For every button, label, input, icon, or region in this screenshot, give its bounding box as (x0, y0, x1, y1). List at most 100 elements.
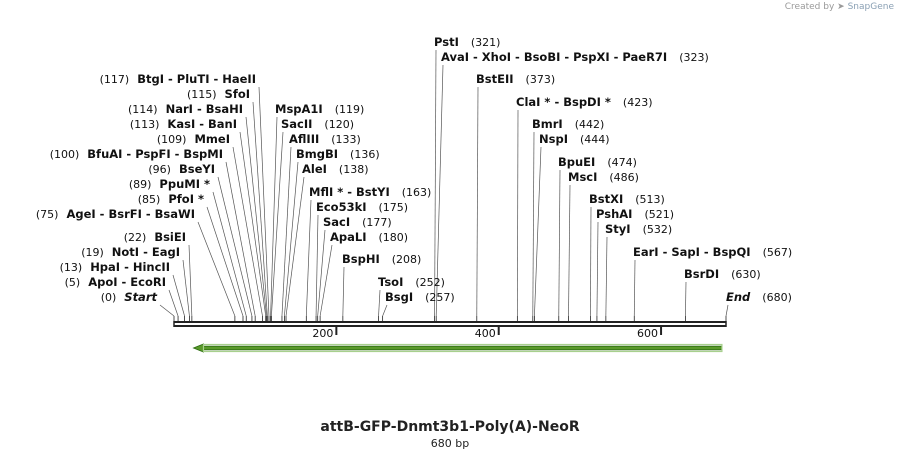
site-label: BsgI (385, 290, 413, 304)
site-position: (114) (128, 103, 158, 116)
site-label: SacII (281, 117, 312, 131)
site-position: (373) (526, 73, 556, 86)
leader-line (590, 206, 592, 317)
site-label: AflIII (289, 132, 319, 146)
leader-line (532, 131, 535, 317)
site-label: SacI (323, 215, 350, 229)
leader-line (159, 304, 175, 317)
site-label: MscI (568, 170, 597, 184)
leader-line (378, 289, 381, 317)
site-label: AvaI - XhoI - BsoBI - PspXI - PaeR7I (441, 50, 667, 64)
leader-line (605, 236, 608, 317)
site-position: (138) (339, 163, 369, 176)
site-label: ApoI - EcoRI (88, 275, 166, 289)
leader-line (382, 304, 388, 317)
leader-line (239, 131, 267, 317)
site-label: KasI - BanI (167, 117, 237, 131)
leader-line (217, 176, 253, 317)
site-label: BsrDI (684, 267, 719, 281)
leader-line (558, 169, 561, 317)
site-label: PfoI * (168, 192, 204, 206)
site-label: Eco53kI (316, 200, 367, 214)
leader-line (270, 116, 278, 317)
leader-line (245, 116, 267, 317)
site-label: ClaI * - BspDI * (516, 95, 611, 109)
feature-arrow-highlight (202, 343, 723, 353)
leader-line (319, 244, 333, 317)
site-label: AgeI - BsrFI - BsaWI (66, 207, 195, 221)
site-position: (474) (607, 156, 637, 169)
site-label: MspA1I (275, 102, 323, 116)
leader-line (225, 161, 256, 317)
snapgene-logo-icon: ➤ (837, 2, 845, 12)
leader-line (435, 64, 444, 317)
site-label: BstEII (476, 72, 514, 86)
site-position: (117) (100, 73, 130, 86)
site-label: AleI (302, 162, 327, 176)
leader-line (342, 266, 345, 317)
site-position: (120) (324, 118, 354, 131)
site-label: TsoI (378, 275, 403, 289)
site-label: NotI - EagI (112, 245, 180, 259)
site-label: BpuEI (558, 155, 595, 169)
site-position: (680) (762, 291, 792, 304)
leader-line (206, 206, 244, 317)
ruler-tick-label: 400 (475, 327, 496, 340)
leader-line (284, 161, 299, 317)
site-position: (5) (65, 276, 81, 289)
site-label: PstI (434, 35, 459, 49)
site-position: (513) (635, 193, 665, 206)
leader-line (434, 49, 437, 317)
construct-title: attB-GFP-Dnmt3b1-Poly(A)-NeoR (320, 419, 580, 435)
cut-site-labels: Start (0) ApoI - EcoRI (5) HpaI - HincII (13)… (36, 35, 792, 304)
site-label: MmeI (194, 132, 230, 146)
site-label: SfoI (225, 87, 250, 101)
leader-line (534, 146, 542, 317)
site-label: NarI - BsaHI (166, 102, 243, 116)
snapgene-credit: Created by ➤ SnapGene (785, 2, 894, 12)
site-position: (442) (575, 118, 605, 131)
site-position: (423) (623, 96, 653, 109)
site-label: BtgI - PluTI - HaeII (137, 72, 256, 86)
site-position: (567) (763, 246, 793, 259)
leader-line (281, 146, 292, 317)
leader-line (305, 199, 312, 317)
leader-line (685, 281, 687, 317)
site-position: (252) (415, 276, 445, 289)
site-position: (521) (644, 208, 674, 221)
site-position: (109) (157, 133, 187, 146)
site-label: BmgBI (296, 147, 338, 161)
site-label: BmrI (532, 117, 563, 131)
site-position: (133) (331, 133, 361, 146)
feature-arrow (192, 343, 723, 353)
site-label: PpuMI * (159, 177, 210, 191)
site-label: Start (124, 290, 157, 304)
site-position: (22) (124, 231, 147, 244)
site-position: (175) (379, 201, 409, 214)
site-position: (89) (129, 178, 152, 191)
site-position: (113) (130, 118, 160, 131)
site-position: (13) (60, 261, 83, 274)
site-position: (115) (187, 88, 217, 101)
site-label: ApaLI (330, 230, 367, 244)
credit-brand: SnapGene (847, 2, 894, 12)
site-position: (119) (335, 103, 365, 116)
site-position: (163) (402, 186, 432, 199)
site-label: BstXI (589, 192, 623, 206)
site-position: (532) (643, 223, 673, 236)
site-position: (75) (36, 208, 59, 221)
site-position: (85) (138, 193, 161, 206)
site-position: (180) (379, 231, 409, 244)
leader-line (212, 191, 247, 317)
construct-length: 680 bp (430, 437, 470, 450)
leader-line (258, 86, 270, 317)
site-label: StyI (605, 222, 631, 236)
site-position: (321) (471, 36, 501, 49)
site-label: BsiEI (154, 230, 186, 244)
leader-line (725, 304, 729, 317)
leader-line (232, 146, 263, 317)
site-label: BseYI (179, 162, 215, 176)
site-position: (486) (609, 171, 639, 184)
leader-line (317, 229, 326, 317)
